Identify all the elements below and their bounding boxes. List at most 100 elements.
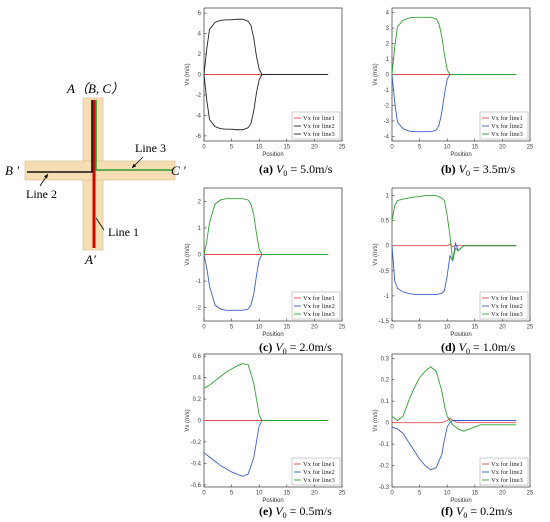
x-tick-label: 20 [311,325,318,331]
y-tick-label: -0.3 [379,485,390,491]
x-tick-label: 15 [471,145,478,151]
series-line-2 [391,420,517,471]
legend-label: Vx for line1 [491,115,523,122]
y-tick-label: 0.4 [193,376,202,382]
y-tick-label: -1 [196,279,202,285]
legend-label: Vx for line3 [491,311,523,318]
y-tick-label: -1.5 [379,319,390,325]
legend-label: Vx for line3 [303,477,335,484]
legend-label: Vx for line1 [491,295,523,302]
line1-arrow [95,217,105,231]
series-line-2 [203,420,329,477]
x-tick-label: 0 [390,325,394,331]
y-tick-label: 1 [198,226,202,232]
y-tick-label: 2 [198,199,202,205]
x-axis-label: Position [450,152,471,158]
y-tick-label: 0.6 [193,354,202,360]
series-line-3 [203,363,329,421]
legend-label: Vx for line3 [491,477,523,484]
chart-panel-f: 0 5 10 15 20 25 -0.3 -0.2 -0.1 0 0.1 0.2 0.3 Position… [373,353,534,520]
chart-panel-a: 0 5 10 15 20 25 -6 -4 -2 0 2 4 6 Position Vx (m/s) Vx f… [185,7,346,178]
y-tick-label: 0 [198,73,202,79]
series-line-1 [392,243,517,248]
y-tick-label: 4 [386,11,390,17]
y-tick-label: 0 [198,253,202,259]
y-tick-label: -1 [384,88,390,94]
x-tick-label: 5 [230,145,234,151]
y-tick-label: -0.2 [379,464,390,470]
series-line-3 [391,195,517,261]
y-tick-label: 0 [198,419,202,425]
x-tick-label: 5 [418,491,422,497]
x-tick-label: 25 [527,145,534,151]
panel-caption: (b) V0 = 3.5m/s [441,162,515,178]
series-line-2 [391,74,517,133]
x-tick-label: 15 [283,325,290,331]
y-tick-label: -3 [384,119,390,125]
y-tick-label: -2 [196,306,202,312]
x-tick-label: 0 [202,145,206,151]
legend-label: Vx for line2 [491,303,523,310]
y-axis-label: Vx (m/s) [185,243,191,265]
y-tick-label: 0 [386,244,390,250]
line3-trace [95,100,173,171]
x-tick-label: 10 [444,145,451,151]
x-axis-label: Position [262,152,283,158]
y-tick-label: 0 [386,73,390,79]
y-tick-label: 2 [386,42,390,48]
x-axis-label: Position [262,332,283,338]
y-tick-label: 1 [386,57,390,63]
legend-label: Vx for line2 [491,469,523,476]
x-tick-label: 25 [339,325,346,331]
x-tick-label: 10 [444,325,451,331]
point-label-bottom: A' [84,252,96,267]
series-line-3 [391,366,517,432]
x-tick-label: 10 [256,325,263,331]
y-axis-label: Vx (m/s) [373,243,379,265]
x-tick-label: 25 [527,325,534,331]
point-label-right: C ' [171,163,186,178]
y-tick-label: -4 [384,134,390,140]
y-axis-label: Vx (m/s) [373,63,379,85]
series-line-2 [391,241,517,295]
x-tick-label: 15 [471,491,478,497]
panel-caption: (e) V0 = 0.5m/s [259,504,332,520]
y-tick-label: 4 [198,32,202,38]
x-tick-label: 0 [202,491,206,497]
legend-box [291,457,341,486]
legend-label: Vx for line3 [491,131,523,138]
y-tick-label: -6 [196,134,202,140]
x-axis-label: Position [450,332,471,338]
x-tick-label: 5 [230,491,234,497]
x-tick-label: 0 [390,491,394,497]
line2-arrowhead [44,174,48,179]
x-tick-label: 20 [499,145,506,151]
x-tick-label: 0 [390,145,394,151]
x-tick-label: 10 [256,145,263,151]
panel-caption: (d) V0 = 1.0m/s [441,340,515,356]
legend-label: Vx for line2 [303,469,335,476]
x-tick-label: 0 [202,325,206,331]
legend-label: Vx for line2 [303,303,335,310]
legend-label: Vx for line3 [303,311,335,318]
y-tick-label: 0.2 [381,378,390,384]
x-tick-label: 15 [283,145,290,151]
y-tick-label: -0.1 [379,442,390,448]
y-tick-label: 3 [386,26,390,32]
y-tick-label: 6 [198,11,202,17]
y-tick-label: 0.2 [193,397,202,403]
series-line-3 [203,198,329,255]
junction-diagram: A（B, C） B ' C ' A' Line 3 Line 2 Line 1 [5,81,186,267]
panel-caption: (f) V0 = 0.2m/s [441,504,513,520]
panel-caption: (c) V0 = 2.0m/s [259,340,332,356]
legend-label: Vx for line1 [303,461,335,468]
chart-panel-b: 0 5 10 15 20 25 -4 -3 -2 -1 0 1 2 3 4 Position Vx (m/s) V… [373,7,534,178]
y-tick-label: -0.6 [191,483,202,489]
x-axis-label: Position [450,498,471,504]
y-tick-label: -0.4 [191,461,202,467]
point-label-top: A（B, C） [66,81,124,96]
legend-label: Vx for line1 [491,461,523,468]
x-axis-label: Position [262,498,283,504]
line2-label: Line 2 [26,187,57,201]
chart-panel-e: 0 5 10 15 20 25 -0.6 -0.4 -0.2 0 0.2 0.4 0.6 Position… [185,353,346,520]
